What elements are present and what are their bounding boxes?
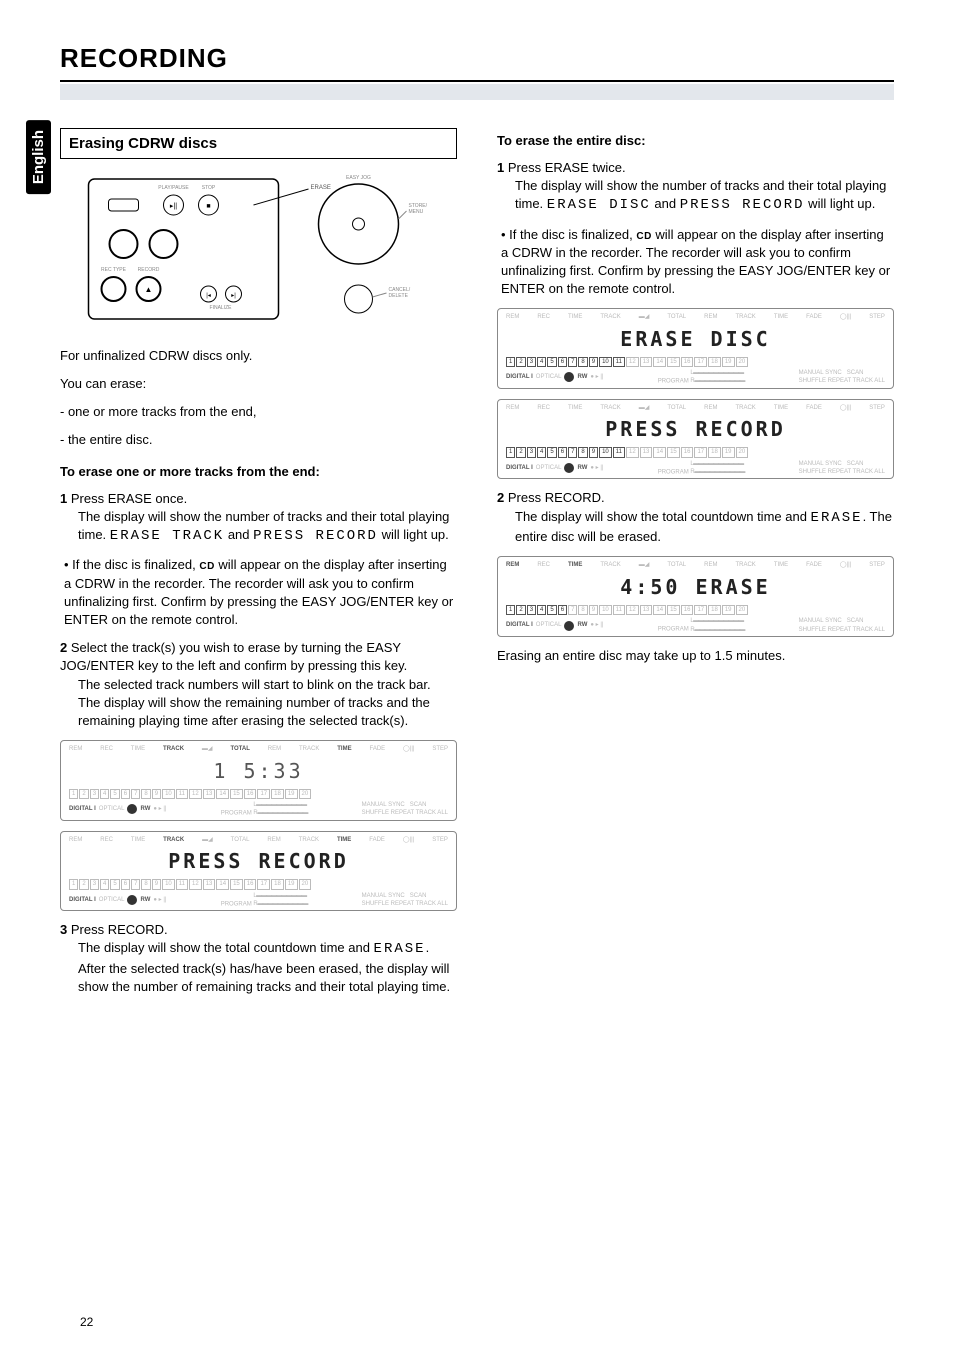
svg-text:PLAY/PAUSE: PLAY/PAUSE — [158, 185, 189, 191]
svg-text:DELETE: DELETE — [389, 293, 409, 299]
step-number: 1 — [497, 160, 504, 175]
page-title: RECORDING — [60, 40, 894, 80]
svg-text:REC TYPE: REC TYPE — [101, 267, 127, 273]
svg-text:▸||: ▸|| — [170, 203, 177, 210]
step-2: 2 Press RECORD. The display will show th… — [497, 489, 894, 546]
bullet-lead: • If the disc is finalized, — [501, 227, 636, 242]
section-heading-box: Erasing CDRW discs — [60, 128, 457, 159]
lcd-text: PRESS RECORD — [253, 528, 378, 544]
subheading: To erase the entire disc: — [497, 132, 894, 150]
mid-text: and — [651, 196, 680, 211]
svg-text:STOP: STOP — [202, 185, 216, 191]
cd-label: CD — [199, 561, 214, 572]
step-text: Select the track(s) you wish to erase by… — [60, 640, 407, 673]
svg-text:EASY JOG: EASY JOG — [346, 175, 371, 181]
mid-text: and — [224, 527, 253, 542]
svg-text:▸|: ▸| — [231, 293, 236, 299]
step-1: 1 Press ERASE twice. The display will sh… — [497, 159, 894, 216]
subheading: To erase one or more tracks from the end… — [60, 463, 457, 481]
step-detail: After the selected track(s) has/have bee… — [78, 960, 457, 996]
tail-text: will light up. — [805, 196, 876, 211]
lcd-main: ERASE DISC — [506, 323, 885, 355]
step-number: 3 — [60, 922, 67, 937]
step-detail: The display will show the total countdow… — [78, 939, 457, 960]
device-diagram: ▸|| ■ PLAY/PAUSE STOP ERASE ▲ REC TYPE R… — [60, 169, 457, 329]
lcd-text: PRESS RECORD — [680, 197, 805, 213]
lcd-text: ERASE TRACK — [110, 528, 224, 544]
right-column: To erase the entire disc: 1 Press ERASE … — [497, 128, 894, 1006]
svg-text:■: ■ — [206, 203, 210, 210]
step-3: 3 Press RECORD. The display will show th… — [60, 921, 457, 996]
step-detail: The display will show the total countdow… — [515, 508, 894, 547]
svg-text:RECORD: RECORD — [138, 267, 160, 273]
closing-note: Erasing an entire disc may take up to 1.… — [497, 647, 894, 665]
language-tab: English — [26, 120, 51, 194]
step-detail: The display will show the remaining numb… — [78, 694, 457, 730]
lcd-main: 1 5:33 — [69, 755, 448, 787]
svg-text:FINALIZE: FINALIZE — [210, 305, 233, 311]
intro-line: You can erase: — [60, 375, 457, 393]
bullet-note: • If the disc is finalized, CD will appe… — [501, 226, 894, 299]
step-detail: The selected track numbers will start to… — [78, 676, 457, 694]
lcd-display: REMRECTIMETRACK▬◢TOTALREMTRACKTIMEFADE◯|… — [497, 399, 894, 480]
title-rule — [60, 80, 894, 82]
step-number: 2 — [497, 490, 504, 505]
step-2: 2 Select the track(s) you wish to erase … — [60, 639, 457, 730]
lcd-display: REMRECTIMETRACK▬◢TOTALREMTRACKTIMEFADE◯|… — [497, 308, 894, 389]
intro-line: - the entire disc. — [60, 431, 457, 449]
step-detail: The display will show the number of trac… — [78, 508, 457, 547]
step-text: Press RECORD. — [71, 922, 168, 937]
detail-text: The display will show the total countdow… — [78, 940, 374, 955]
step-number: 1 — [60, 491, 67, 506]
step-text: Press ERASE once. — [71, 491, 187, 506]
lcd-display: REMRECTIMETRACK▬◢TOTALREMTRACKTIMEFADE◯|… — [60, 740, 457, 821]
svg-text:ERASE: ERASE — [311, 185, 331, 191]
bullet-lead: • If the disc is finalized, — [64, 557, 199, 572]
svg-text:▲: ▲ — [145, 285, 153, 294]
intro-line: For unfinalized CDRW discs only. — [60, 347, 457, 365]
lcd-text: ERASE DISC — [547, 197, 651, 213]
lcd-main: PRESS RECORD — [69, 845, 448, 877]
detail-text: The display will show the total countdow… — [515, 509, 811, 524]
left-column: Erasing CDRW discs ▸|| ■ PLAY/PAUSE STOP… — [60, 128, 457, 1006]
svg-text:MENU: MENU — [409, 209, 424, 215]
page-number: 22 — [80, 1314, 93, 1331]
step-text: Press ERASE twice. — [508, 160, 626, 175]
cd-label: CD — [636, 231, 651, 242]
lcd-display: REMRECTIMETRACK▬◢TOTALREMTRACKTIMEFADE◯|… — [497, 556, 894, 637]
detail-text: . — [426, 940, 430, 955]
content-columns: Erasing CDRW discs ▸|| ■ PLAY/PAUSE STOP… — [60, 128, 894, 1006]
step-1: 1 Press ERASE once. The display will sho… — [60, 490, 457, 547]
tail-text: will light up. — [378, 527, 449, 542]
lcd-display: REMRECTIMETRACK▬◢TOTALREMTRACKTIMEFADE◯|… — [60, 831, 457, 912]
lcd-text: ERASE — [374, 941, 426, 957]
step-number: 2 — [60, 640, 67, 655]
svg-text:|◂: |◂ — [206, 293, 211, 299]
bullet-note: • If the disc is finalized, CD will appe… — [64, 556, 457, 629]
title-band — [60, 84, 894, 100]
lcd-text: ERASE — [811, 510, 863, 526]
step-detail: The display will show the number of trac… — [515, 177, 894, 216]
lcd-main: PRESS RECORD — [506, 413, 885, 445]
intro-line: - one or more tracks from the end, — [60, 403, 457, 421]
step-text: Press RECORD. — [508, 490, 605, 505]
lcd-main: 4:50 ERASE — [506, 571, 885, 603]
